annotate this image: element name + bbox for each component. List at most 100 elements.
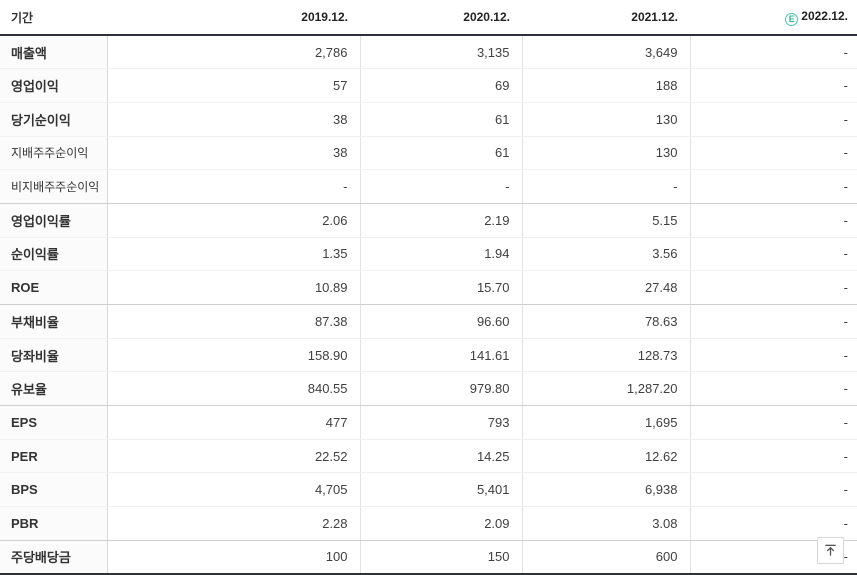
cell-value: - bbox=[107, 170, 360, 204]
cell-value: - bbox=[690, 203, 857, 237]
row-label: PER bbox=[0, 439, 107, 473]
row-label: 순이익률 bbox=[0, 237, 107, 271]
cell-value: 5,401 bbox=[360, 473, 522, 507]
cell-value: 38 bbox=[107, 136, 360, 170]
table-row: 비지배주주순이익---- bbox=[0, 170, 857, 204]
row-label: 부채비율 bbox=[0, 305, 107, 339]
cell-value: - bbox=[690, 507, 857, 541]
cell-value: 1.35 bbox=[107, 237, 360, 271]
cell-value: 78.63 bbox=[522, 305, 690, 339]
cell-value: - bbox=[690, 338, 857, 372]
estimate-icon: E bbox=[785, 13, 798, 26]
cell-value: - bbox=[360, 170, 522, 204]
row-label: 영업이익률 bbox=[0, 203, 107, 237]
cell-value: 600 bbox=[522, 540, 690, 574]
cell-value: 3.56 bbox=[522, 237, 690, 271]
row-label: PBR bbox=[0, 507, 107, 541]
cell-value: 14.25 bbox=[360, 439, 522, 473]
cell-value: 3,135 bbox=[360, 35, 522, 69]
cell-value: 57 bbox=[107, 69, 360, 103]
cell-value: 158.90 bbox=[107, 338, 360, 372]
cell-value: 100 bbox=[107, 540, 360, 574]
cell-value: - bbox=[690, 102, 857, 136]
cell-value: 3.08 bbox=[522, 507, 690, 541]
cell-value: 477 bbox=[107, 406, 360, 440]
cell-value: - bbox=[690, 170, 857, 204]
cell-value: 2,786 bbox=[107, 35, 360, 69]
cell-value: 87.38 bbox=[107, 305, 360, 339]
cell-value: 2.19 bbox=[360, 203, 522, 237]
row-label: 당좌비율 bbox=[0, 338, 107, 372]
cell-value: - bbox=[522, 170, 690, 204]
row-label: EPS bbox=[0, 406, 107, 440]
cell-value: 1,695 bbox=[522, 406, 690, 440]
cell-value: 1,287.20 bbox=[522, 372, 690, 406]
cell-value: - bbox=[690, 439, 857, 473]
cell-value: - bbox=[690, 473, 857, 507]
row-label: 지배주주순이익 bbox=[0, 136, 107, 170]
cell-value: - bbox=[690, 406, 857, 440]
cell-value: 15.70 bbox=[360, 271, 522, 305]
cell-value: 2.06 bbox=[107, 203, 360, 237]
row-label: ROE bbox=[0, 271, 107, 305]
cell-value: 27.48 bbox=[522, 271, 690, 305]
cell-value: 61 bbox=[360, 102, 522, 136]
cell-value: 141.61 bbox=[360, 338, 522, 372]
cell-value: 5.15 bbox=[522, 203, 690, 237]
cell-value: 4,705 bbox=[107, 473, 360, 507]
row-label: BPS bbox=[0, 473, 107, 507]
cell-value: 38 bbox=[107, 102, 360, 136]
cell-value: - bbox=[690, 237, 857, 271]
scroll-to-top-button[interactable] bbox=[817, 537, 844, 564]
cell-value: 10.89 bbox=[107, 271, 360, 305]
row-label: 매출액 bbox=[0, 35, 107, 69]
cell-value: - bbox=[690, 271, 857, 305]
period-header: 기간 bbox=[0, 0, 107, 35]
cell-value: 128.73 bbox=[522, 338, 690, 372]
cell-value: 1.94 bbox=[360, 237, 522, 271]
cell-value: 150 bbox=[360, 540, 522, 574]
arrow-up-to-bar-icon bbox=[823, 543, 838, 558]
col-header-2019-12: 2019.12. bbox=[107, 0, 360, 35]
cell-value: - bbox=[690, 35, 857, 69]
cell-value: 61 bbox=[360, 136, 522, 170]
row-label: 영업이익 bbox=[0, 69, 107, 103]
cell-value: 2.28 bbox=[107, 507, 360, 541]
col-header-2022-12-label: 2022.12. bbox=[801, 9, 848, 23]
cell-value: 6,938 bbox=[522, 473, 690, 507]
cell-value: 130 bbox=[522, 102, 690, 136]
cell-value: 12.62 bbox=[522, 439, 690, 473]
cell-value: 130 bbox=[522, 136, 690, 170]
cell-value: - bbox=[690, 372, 857, 406]
cell-value: - bbox=[690, 136, 857, 170]
col-header-2020-12: 2020.12. bbox=[360, 0, 522, 35]
row-label: 비지배주주순이익 bbox=[0, 170, 107, 204]
row-label: 당기순이익 bbox=[0, 102, 107, 136]
row-label: 유보율 bbox=[0, 372, 107, 406]
col-header-2021-12: 2021.12. bbox=[522, 0, 690, 35]
cell-value: 22.52 bbox=[107, 439, 360, 473]
cell-value: 188 bbox=[522, 69, 690, 103]
cell-value: - bbox=[690, 69, 857, 103]
cell-value: 96.60 bbox=[360, 305, 522, 339]
cell-value: 2.09 bbox=[360, 507, 522, 541]
cell-value: - bbox=[690, 305, 857, 339]
